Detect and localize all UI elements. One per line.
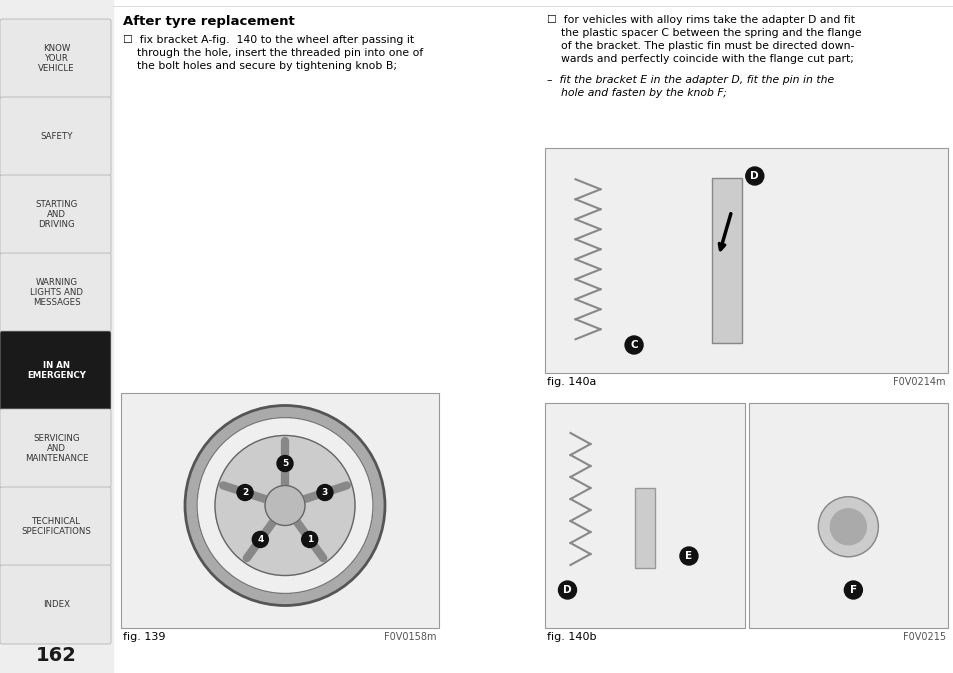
Text: After tyre replacement: After tyre replacement bbox=[123, 15, 294, 28]
FancyBboxPatch shape bbox=[0, 253, 111, 332]
FancyBboxPatch shape bbox=[0, 487, 111, 566]
Text: wards and perfectly coincide with the flange cut part;: wards and perfectly coincide with the fl… bbox=[547, 54, 854, 64]
FancyBboxPatch shape bbox=[0, 331, 111, 410]
Text: 3: 3 bbox=[321, 488, 328, 497]
FancyBboxPatch shape bbox=[0, 97, 111, 176]
Circle shape bbox=[558, 581, 576, 599]
Text: 162: 162 bbox=[36, 646, 77, 665]
Text: 4: 4 bbox=[257, 535, 263, 544]
Text: SERVICING
AND
MAINTENANCE: SERVICING AND MAINTENANCE bbox=[25, 433, 89, 464]
FancyBboxPatch shape bbox=[0, 409, 111, 488]
Text: STARTING
AND
DRIVING: STARTING AND DRIVING bbox=[35, 200, 77, 229]
Text: ☐  for vehicles with alloy rims take the adapter D and fit: ☐ for vehicles with alloy rims take the … bbox=[547, 15, 855, 25]
Text: –  fit the bracket E in the adapter D, fit the pin in the: – fit the bracket E in the adapter D, fi… bbox=[547, 75, 834, 85]
Text: fig. 140a: fig. 140a bbox=[547, 377, 597, 387]
Text: the plastic spacer C between the spring and the flange: the plastic spacer C between the spring … bbox=[547, 28, 862, 38]
Text: WARNING
LIGHTS AND
MESSAGES: WARNING LIGHTS AND MESSAGES bbox=[30, 277, 83, 308]
Text: 2: 2 bbox=[242, 488, 248, 497]
Text: D: D bbox=[750, 171, 759, 181]
Text: 5: 5 bbox=[281, 459, 288, 468]
Text: D: D bbox=[562, 585, 571, 595]
Circle shape bbox=[196, 417, 373, 594]
Text: SAFETY: SAFETY bbox=[40, 132, 72, 141]
Bar bbox=[748, 403, 947, 628]
Text: 1: 1 bbox=[306, 535, 313, 544]
Bar bbox=[545, 403, 744, 628]
Bar bbox=[635, 488, 655, 568]
Circle shape bbox=[745, 167, 763, 185]
Text: hole and fasten by the knob F;: hole and fasten by the knob F; bbox=[547, 88, 726, 98]
Circle shape bbox=[236, 485, 253, 501]
Text: fig. 140b: fig. 140b bbox=[547, 632, 597, 642]
Text: fig. 139: fig. 139 bbox=[123, 632, 165, 642]
Text: INDEX: INDEX bbox=[43, 600, 70, 609]
Circle shape bbox=[818, 497, 878, 557]
Text: F0V0158m: F0V0158m bbox=[384, 632, 436, 642]
Bar bbox=[711, 178, 740, 343]
Circle shape bbox=[214, 435, 355, 575]
Text: through the hole, insert the threaded pin into one of: through the hole, insert the threaded pi… bbox=[123, 48, 423, 58]
FancyBboxPatch shape bbox=[0, 565, 111, 644]
FancyBboxPatch shape bbox=[0, 19, 111, 98]
Text: TECHNICAL
SPECIFICATIONS: TECHNICAL SPECIFICATIONS bbox=[22, 517, 91, 536]
FancyBboxPatch shape bbox=[0, 175, 111, 254]
Bar bbox=[0, 0, 112, 673]
Bar bbox=[545, 148, 947, 373]
Text: F: F bbox=[849, 585, 856, 595]
Circle shape bbox=[252, 532, 268, 547]
Text: of the bracket. The plastic fin must be directed down-: of the bracket. The plastic fin must be … bbox=[547, 41, 854, 51]
Text: the bolt holes and secure by tightening knob B;: the bolt holes and secure by tightening … bbox=[123, 61, 396, 71]
Circle shape bbox=[829, 509, 865, 544]
Circle shape bbox=[301, 532, 317, 547]
Circle shape bbox=[843, 581, 862, 599]
Circle shape bbox=[316, 485, 333, 501]
Text: C: C bbox=[630, 340, 638, 350]
Text: ☐  fix bracket A-fig.  140 to the wheel after passing it: ☐ fix bracket A-fig. 140 to the wheel af… bbox=[123, 35, 414, 45]
Text: IN AN
EMERGENCY: IN AN EMERGENCY bbox=[27, 361, 86, 380]
Circle shape bbox=[276, 456, 293, 472]
Text: KNOW
YOUR
VEHICLE: KNOW YOUR VEHICLE bbox=[38, 44, 74, 73]
Circle shape bbox=[679, 547, 698, 565]
Circle shape bbox=[265, 485, 305, 526]
Text: F0V0215: F0V0215 bbox=[902, 632, 945, 642]
Circle shape bbox=[624, 336, 642, 354]
Circle shape bbox=[185, 406, 385, 606]
Text: F0V0214m: F0V0214m bbox=[893, 377, 945, 387]
Text: E: E bbox=[684, 551, 692, 561]
Bar bbox=[121, 393, 438, 628]
